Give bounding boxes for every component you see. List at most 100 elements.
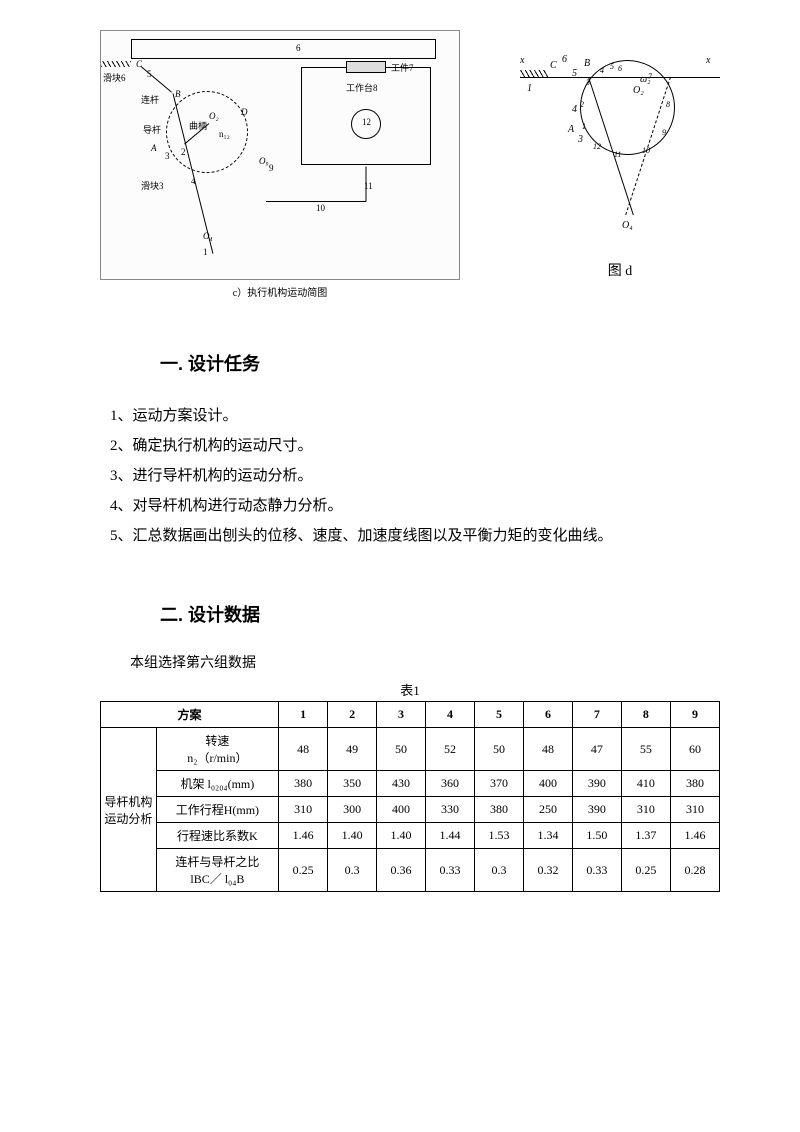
label-link: 连杆: [141, 93, 159, 106]
r-label-5: 5: [572, 68, 577, 79]
line-CB: [141, 66, 172, 92]
label-3: 3: [165, 151, 170, 161]
val-cell: 1.40: [377, 823, 426, 849]
line-11: [366, 167, 367, 202]
val-cell: 400: [377, 797, 426, 823]
line-10: [266, 201, 366, 202]
val-cell: 300: [328, 797, 377, 823]
val-cell: 1.34: [523, 823, 572, 849]
label-B: B: [175, 89, 181, 99]
val-cell: 0.28: [670, 849, 719, 892]
task-list: 1、运动方案设计。 2、确定执行机构的运动尺寸。 3、进行导杆机构的运动分析。 …: [110, 401, 720, 551]
label-workpiece: 工件7: [391, 61, 414, 74]
label-10: 10: [316, 203, 325, 213]
th-col: 4: [426, 702, 475, 728]
label-guide-rod: 导杆: [143, 123, 161, 136]
val-cell: 48: [523, 728, 572, 771]
th-col: 5: [475, 702, 524, 728]
r-label-O2: O₂: [633, 85, 644, 96]
val-cell: 350: [328, 771, 377, 797]
row-group-label: 导杆机构运动分析: [101, 728, 157, 892]
r-label-A: A: [568, 124, 574, 135]
val-cell: 50: [475, 728, 524, 771]
val-cell: 0.3: [328, 849, 377, 892]
val-cell: 0.33: [426, 849, 475, 892]
crank-circle-dashed: [166, 91, 248, 173]
task-item: 4、对导杆机构进行动态静力分析。: [110, 491, 720, 521]
val-cell: 60: [670, 728, 719, 771]
val-cell: 330: [426, 797, 475, 823]
r-label-6: 6: [562, 54, 567, 65]
label-slider6: 滑块6: [103, 71, 126, 84]
section-2-title: 二. 设计数据: [160, 601, 720, 627]
label-1: 1: [203, 247, 208, 257]
val-cell: 410: [621, 771, 670, 797]
table-row: 工作行程H(mm) 310 300 400 330 380 250 390 31…: [101, 797, 720, 823]
val-cell: 0.32: [523, 849, 572, 892]
th-col: 6: [523, 702, 572, 728]
label-D: D: [241, 107, 248, 117]
val-cell: 250: [523, 797, 572, 823]
param-cell: 行程速比系数K: [156, 823, 278, 849]
val-cell: 1.50: [572, 823, 621, 849]
r-label-B: B: [584, 58, 590, 69]
diagram-right-caption: 图 d: [520, 260, 720, 280]
r-label-1: 1: [527, 83, 532, 94]
val-cell: 0.33: [572, 849, 621, 892]
th-scheme: 方案: [101, 702, 279, 728]
param-cell: 连杆与导杆之比 lBC／ l₀₄B: [156, 849, 278, 892]
val-cell: 49: [328, 728, 377, 771]
label-x: x: [520, 55, 524, 66]
r-label-O4: O₄: [622, 220, 633, 231]
diagram-left-caption: c）执行机构运动简图: [100, 284, 460, 299]
val-cell: 360: [426, 771, 475, 797]
label-2: 2: [181, 147, 186, 157]
val-cell: 310: [621, 797, 670, 823]
val-cell: 1.44: [426, 823, 475, 849]
val-cell: 47: [572, 728, 621, 771]
label-O9: O₉: [259, 156, 269, 166]
param-cell: 机架 l₀₂₀₄(mm): [156, 771, 278, 797]
val-cell: 1.46: [670, 823, 719, 849]
task-item: 3、进行导杆机构的运动分析。: [110, 461, 720, 491]
val-cell: 390: [572, 771, 621, 797]
table-row: 导杆机构运动分析 转速 n₂（r/min） 48 49 50 52 50 48 …: [101, 728, 720, 771]
mechanism-diagram-left: 6 滑块6 C 5 连杆 B 导杆 曲柄 O₂ D A 3 2 n₁₂ 滑块3 …: [100, 30, 460, 280]
table-row: 行程速比系数K 1.46 1.40 1.40 1.44 1.53 1.34 1.…: [101, 823, 720, 849]
design-data-table: 方案 1 2 3 4 5 6 7 8 9 导杆机构运动分析 转速 n₂（r/mi…: [100, 701, 720, 892]
table-caption: 表1: [100, 680, 720, 699]
val-cell: 48: [279, 728, 328, 771]
r-label-4: 4: [572, 104, 577, 115]
ground-hatch-r: [520, 70, 548, 78]
label-O2: O₂: [209, 111, 219, 121]
val-cell: 310: [670, 797, 719, 823]
val-cell: 310: [279, 797, 328, 823]
val-cell: 380: [475, 797, 524, 823]
task-item: 5、汇总数据画出刨头的位移、速度、加速度线图以及平衡力矩的变化曲线。: [110, 521, 720, 551]
val-cell: 0.3: [475, 849, 524, 892]
val-cell: 0.36: [377, 849, 426, 892]
ground-hatch: [101, 61, 131, 67]
table-row: 连杆与导杆之比 lBC／ l₀₄B 0.25 0.3 0.36 0.33 0.3…: [101, 849, 720, 892]
th-col: 7: [572, 702, 621, 728]
val-cell: 400: [523, 771, 572, 797]
table-header-row: 方案 1 2 3 4 5 6 7 8 9: [101, 702, 720, 728]
th-col: 9: [670, 702, 719, 728]
val-cell: 370: [475, 771, 524, 797]
th-col: 2: [328, 702, 377, 728]
r-label-3: 3: [578, 134, 583, 145]
val-cell: 390: [572, 797, 621, 823]
diagram-area: 6 滑块6 C 5 连杆 B 导杆 曲柄 O₂ D A 3 2 n₁₂ 滑块3 …: [100, 30, 720, 300]
val-cell: 1.40: [328, 823, 377, 849]
table-row: 机架 l₀₂₀₄(mm) 380 350 430 360 370 400 390…: [101, 771, 720, 797]
diagram-right-wrap: x x C 6 B 5 1 O₂ ω₂ 4 A 3 O₄ 6 7 8 9 10 …: [520, 30, 720, 300]
val-cell: 380: [279, 771, 328, 797]
param-cell: 转速 n₂（r/min）: [156, 728, 278, 771]
val-cell: 52: [426, 728, 475, 771]
label-slider3: 滑块3: [141, 179, 164, 192]
label-worktable: 工作台8: [346, 81, 378, 94]
val-cell: 0.25: [621, 849, 670, 892]
label-n12: n₁₂: [219, 129, 230, 139]
val-cell: 1.53: [475, 823, 524, 849]
label-x2: x: [706, 55, 710, 66]
